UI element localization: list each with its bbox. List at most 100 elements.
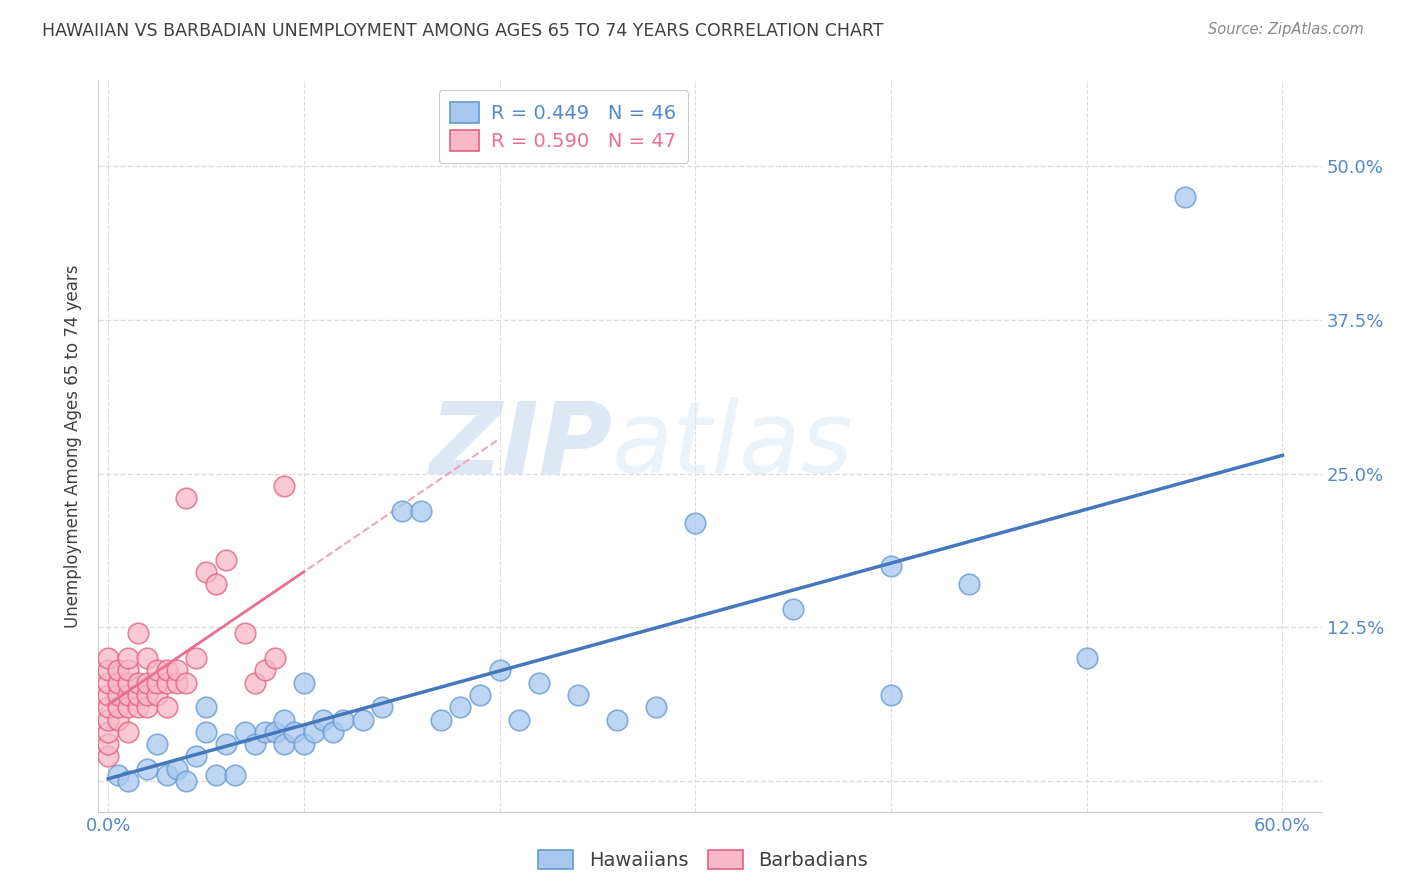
Point: [97, 749, 120, 764]
Point: [253, 724, 276, 739]
Point: [97, 675, 120, 690]
Point: [205, 768, 228, 782]
Point: [782, 602, 804, 616]
Point: [302, 724, 325, 739]
Point: [107, 700, 129, 714]
Text: atlas: atlas: [612, 398, 853, 494]
Point: [97, 688, 120, 702]
Point: [127, 626, 149, 640]
Point: [322, 724, 344, 739]
Point: [283, 724, 305, 739]
Point: [176, 675, 198, 690]
Text: Source: ZipAtlas.com: Source: ZipAtlas.com: [1208, 22, 1364, 37]
Point: [430, 713, 453, 727]
Point: [136, 688, 159, 702]
Point: [391, 503, 413, 517]
Point: [243, 737, 266, 751]
Point: [136, 651, 159, 665]
Point: [107, 675, 129, 690]
Point: [645, 700, 668, 714]
Point: [685, 516, 707, 530]
Point: [176, 491, 198, 506]
Point: [263, 724, 285, 739]
Point: [214, 737, 236, 751]
Point: [117, 664, 139, 678]
Point: [243, 675, 266, 690]
Point: [186, 651, 208, 665]
Point: [146, 664, 169, 678]
Point: [880, 688, 903, 702]
Y-axis label: Unemployment Among Ages 65 to 74 years: Unemployment Among Ages 65 to 74 years: [65, 264, 83, 628]
Point: [371, 700, 394, 714]
Point: [136, 700, 159, 714]
Point: [117, 724, 139, 739]
Point: [332, 713, 354, 727]
Point: [292, 737, 315, 751]
Point: [156, 675, 179, 690]
Point: [127, 688, 149, 702]
Point: [117, 700, 139, 714]
Point: [527, 675, 550, 690]
Point: [107, 768, 129, 782]
Point: [1076, 651, 1098, 665]
Text: HAWAIIAN VS BARBADIAN UNEMPLOYMENT AMONG AGES 65 TO 74 YEARS CORRELATION CHART: HAWAIIAN VS BARBADIAN UNEMPLOYMENT AMONG…: [42, 22, 884, 40]
Point: [186, 749, 208, 764]
Point: [352, 713, 374, 727]
Point: [146, 688, 169, 702]
Point: [195, 700, 218, 714]
Point: [117, 774, 139, 789]
Point: [146, 737, 169, 751]
Point: [156, 700, 179, 714]
Point: [273, 479, 295, 493]
Point: [508, 713, 530, 727]
Point: [166, 762, 188, 776]
Point: [136, 762, 159, 776]
Point: [117, 651, 139, 665]
Point: [233, 626, 256, 640]
Point: [606, 713, 628, 727]
Point: [117, 675, 139, 690]
Point: [156, 768, 179, 782]
Point: [488, 664, 510, 678]
Point: [411, 503, 433, 517]
Point: [97, 651, 120, 665]
Point: [146, 675, 169, 690]
Point: [233, 724, 256, 739]
Point: [224, 768, 246, 782]
Point: [263, 651, 285, 665]
Point: [1174, 190, 1197, 204]
Point: [880, 558, 903, 573]
Point: [127, 700, 149, 714]
Point: [97, 724, 120, 739]
Point: [97, 664, 120, 678]
Point: [107, 713, 129, 727]
Text: ZIP: ZIP: [429, 398, 612, 494]
Point: [107, 664, 129, 678]
Legend: R = 0.449   N = 46, R = 0.590   N = 47: R = 0.449 N = 46, R = 0.590 N = 47: [439, 90, 688, 162]
Point: [117, 688, 139, 702]
Point: [292, 675, 315, 690]
Point: [136, 675, 159, 690]
Point: [166, 675, 188, 690]
Point: [205, 577, 228, 591]
Point: [195, 724, 218, 739]
Point: [97, 713, 120, 727]
Point: [957, 577, 980, 591]
Legend: Hawaiians, Barbadians: Hawaiians, Barbadians: [530, 842, 876, 878]
Point: [450, 700, 472, 714]
Point: [567, 688, 589, 702]
Point: [97, 737, 120, 751]
Point: [312, 713, 335, 727]
Point: [97, 700, 120, 714]
Point: [273, 737, 295, 751]
Point: [468, 688, 491, 702]
Point: [253, 664, 276, 678]
Point: [195, 565, 218, 579]
Point: [166, 664, 188, 678]
Point: [214, 552, 236, 566]
Point: [176, 774, 198, 789]
Point: [273, 713, 295, 727]
Point: [156, 664, 179, 678]
Point: [107, 688, 129, 702]
Point: [127, 675, 149, 690]
